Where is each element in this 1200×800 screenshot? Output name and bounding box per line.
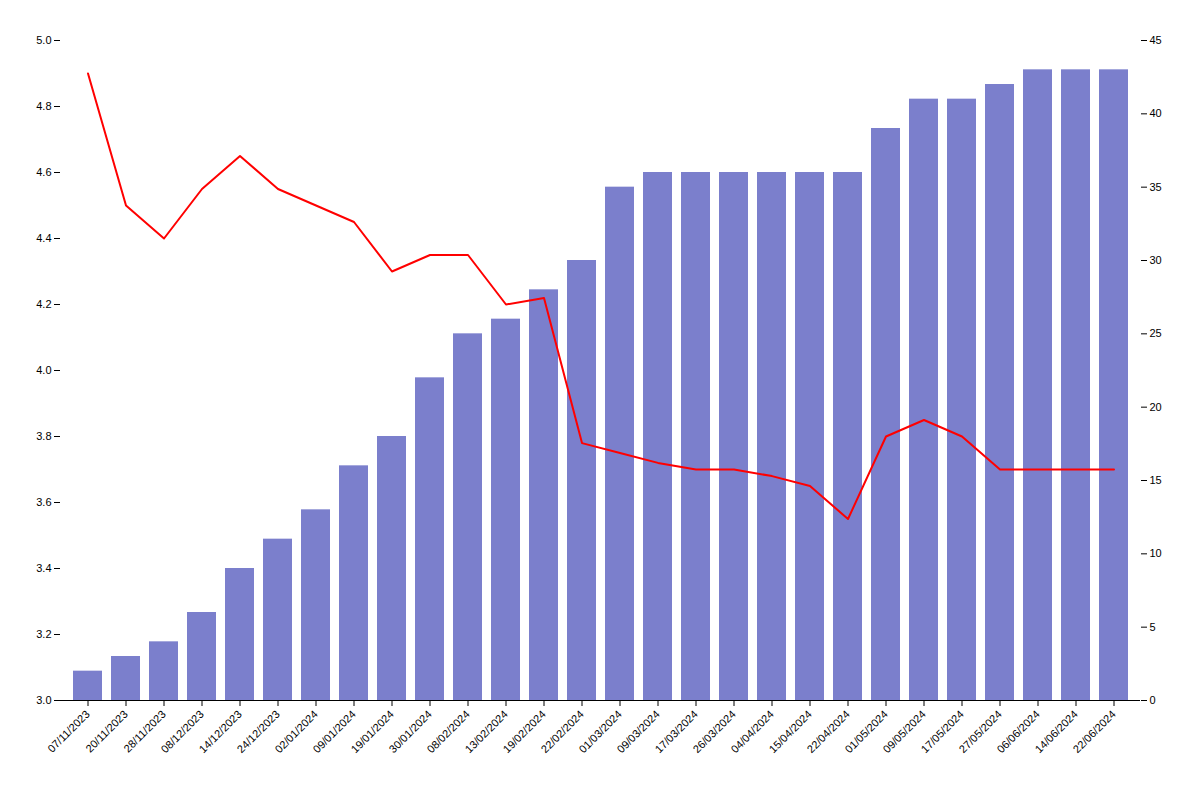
svg-text:09/05/2024: 09/05/2024 [880,707,928,756]
svg-text:17/05/2024: 17/05/2024 [918,707,966,756]
svg-text:07/11/2023: 07/11/2023 [45,707,92,755]
svg-text:09/03/2024: 09/03/2024 [614,707,662,756]
svg-text:22/04/2024: 22/04/2024 [804,707,852,756]
svg-text:30: 30 [1150,254,1162,266]
svg-text:02/01/2024: 02/01/2024 [272,707,320,756]
svg-text:45: 45 [1150,34,1162,46]
svg-text:08/02/2024: 08/02/2024 [424,707,472,756]
svg-text:26/03/2024: 26/03/2024 [690,707,738,756]
svg-text:25: 25 [1150,327,1162,339]
svg-text:19/02/2024: 19/02/2024 [500,707,548,756]
svg-text:15: 15 [1150,474,1162,486]
svg-text:22/02/2024: 22/02/2024 [538,707,586,756]
svg-text:06/06/2024: 06/06/2024 [994,707,1042,756]
svg-text:3.0: 3.0 [36,694,51,706]
svg-text:4.0: 4.0 [36,364,51,376]
svg-text:10: 10 [1150,547,1162,559]
svg-text:22/06/2024: 22/06/2024 [1070,708,1117,755]
svg-text:24/12/2023: 24/12/2023 [234,707,282,756]
svg-text:3.6: 3.6 [36,496,51,508]
svg-text:4.6: 4.6 [36,166,51,178]
svg-text:14/12/2023: 14/12/2023 [196,707,244,756]
svg-text:01/05/2024: 01/05/2024 [842,707,890,756]
svg-text:5: 5 [1150,621,1156,633]
svg-text:01/03/2024: 01/03/2024 [576,707,624,756]
svg-text:4.4: 4.4 [36,232,51,244]
svg-text:28/11/2023: 28/11/2023 [121,707,168,755]
svg-text:19/01/2024: 19/01/2024 [348,707,396,756]
svg-text:17/03/2024: 17/03/2024 [652,707,700,756]
svg-text:3.8: 3.8 [36,430,51,442]
svg-text:20: 20 [1150,401,1162,413]
svg-text:4.8: 4.8 [36,100,51,112]
svg-text:30/01/2024: 30/01/2024 [386,707,434,756]
svg-text:14/06/2024: 14/06/2024 [1032,707,1080,756]
svg-text:27/05/2024: 27/05/2024 [956,707,1004,756]
svg-text:04/04/2024: 04/04/2024 [728,707,776,756]
svg-text:3.4: 3.4 [36,562,51,574]
svg-text:40: 40 [1150,107,1162,119]
svg-text:3.2: 3.2 [36,628,51,640]
svg-text:20/11/2023: 20/11/2023 [83,707,130,755]
svg-text:0: 0 [1150,694,1156,706]
svg-text:13/02/2024: 13/02/2024 [462,707,510,756]
svg-text:4.2: 4.2 [36,298,51,310]
svg-text:5.0: 5.0 [36,34,51,46]
svg-text:09/01/2024: 09/01/2024 [310,707,358,756]
svg-text:08/12/2023: 08/12/2023 [158,707,206,756]
svg-text:15/04/2024: 15/04/2024 [766,707,814,756]
svg-text:35: 35 [1150,181,1162,193]
